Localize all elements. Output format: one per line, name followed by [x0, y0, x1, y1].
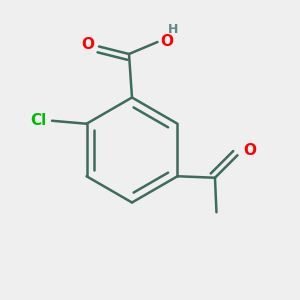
Text: Cl: Cl [30, 113, 46, 128]
Text: O: O [82, 38, 94, 52]
Text: H: H [168, 23, 178, 37]
Text: O: O [244, 143, 256, 158]
Text: O: O [160, 34, 173, 50]
